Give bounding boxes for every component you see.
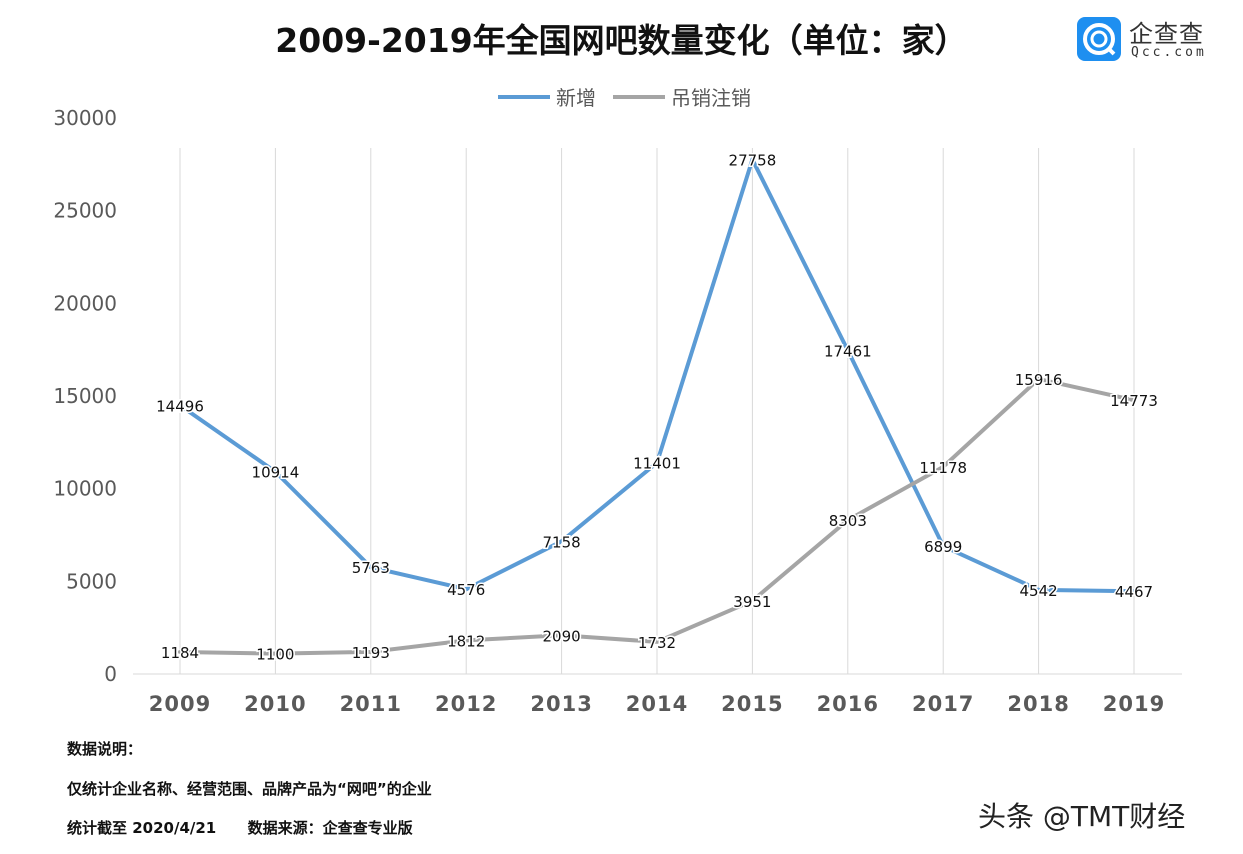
data-label: 11178 — [919, 459, 967, 477]
data-label: 17461 — [824, 342, 872, 360]
data-label: 3951 — [733, 593, 771, 611]
data-label: 7158 — [543, 533, 581, 551]
data-label: 6899 — [924, 538, 962, 556]
x-tick-label: 2009 — [149, 692, 211, 716]
data-label: 4542 — [1020, 582, 1058, 600]
data-label: 1732 — [638, 634, 676, 652]
watermark: 头条 @TMT财经 — [978, 800, 1186, 833]
data-point — [178, 403, 182, 408]
data-label: 14773 — [1110, 392, 1158, 410]
notes-heading: 数据说明： — [67, 740, 143, 758]
data-label: 1812 — [447, 632, 485, 650]
y-tick-label: 30000 — [53, 106, 117, 130]
x-tick-label: 2010 — [244, 692, 306, 716]
data-point — [750, 598, 755, 603]
x-tick-label: 2018 — [1007, 692, 1069, 716]
data-point — [750, 157, 755, 162]
data-label: 10914 — [252, 464, 300, 482]
x-tick-label: 2014 — [626, 692, 688, 716]
notes-line1: 仅统计企业名称、经营范围、品牌产品为“网吧”的企业 — [67, 780, 432, 798]
x-tick-label: 2019 — [1103, 692, 1165, 716]
data-point — [1036, 377, 1041, 382]
data-label: 1100 — [256, 646, 294, 664]
data-point — [559, 633, 564, 638]
data-point — [941, 544, 946, 549]
data-point — [178, 650, 182, 655]
legend-label: 吊销注销 — [671, 86, 751, 110]
data-point — [655, 639, 659, 644]
qcc-logo: 企查查 Qcc.com — [1077, 14, 1243, 64]
x-tick-label: 2012 — [435, 692, 497, 716]
data-point — [655, 460, 659, 465]
logo-domain: Qcc.com — [1131, 45, 1207, 60]
data-label: 1184 — [161, 644, 199, 662]
data-label: 27758 — [729, 152, 777, 170]
y-tick-label: 15000 — [53, 384, 117, 408]
qcc-logo-icon — [1077, 17, 1121, 61]
chart-title: 2009-2019年全国网吧数量变化（单位：家） — [275, 21, 968, 60]
y-tick-label: 5000 — [66, 569, 117, 593]
data-label: 1193 — [352, 644, 390, 662]
data-point — [941, 464, 946, 469]
data-point — [845, 348, 850, 353]
y-tick-label: 25000 — [53, 199, 117, 223]
data-label: 15916 — [1015, 371, 1063, 389]
x-tick-label: 2016 — [817, 692, 879, 716]
data-label: 14496 — [156, 397, 204, 415]
data-label: 8303 — [829, 512, 867, 530]
notes-line2: 统计截至 2020/4/21 数据来源：企查查专业版 — [67, 819, 413, 837]
data-point — [1036, 587, 1041, 592]
data-point — [1132, 398, 1136, 403]
data-point — [464, 587, 469, 592]
data-point — [273, 469, 278, 474]
y-tick-label: 0 — [104, 662, 117, 686]
data-point — [559, 539, 564, 544]
data-point — [845, 518, 850, 523]
legend-label: 新增 — [556, 86, 596, 110]
logo-name: 企查查 — [1129, 20, 1204, 48]
x-tick-label: 2015 — [721, 692, 783, 716]
data-label: 11401 — [633, 455, 681, 473]
data-label: 5763 — [352, 559, 390, 577]
y-tick-label: 10000 — [53, 477, 117, 501]
data-point — [464, 638, 469, 643]
data-point — [368, 565, 373, 570]
data-label: 4576 — [447, 581, 485, 599]
data-point — [273, 651, 278, 656]
y-tick-label: 20000 — [53, 291, 117, 315]
x-tick-label: 2011 — [340, 692, 402, 716]
x-tick-label: 2013 — [530, 692, 592, 716]
data-point — [368, 649, 373, 654]
data-label: 2090 — [543, 627, 581, 645]
data-point — [1132, 589, 1136, 594]
data-label: 4467 — [1115, 583, 1153, 601]
x-tick-label: 2017 — [912, 692, 974, 716]
